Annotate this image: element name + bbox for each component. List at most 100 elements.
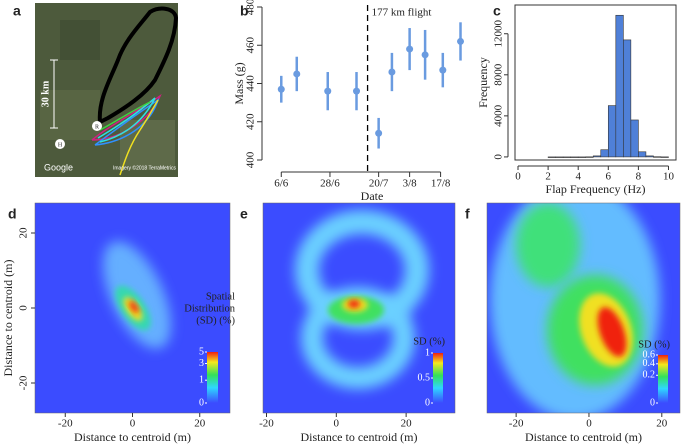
x-tick-label: 20 — [401, 418, 413, 430]
panel-letter: a — [13, 3, 21, 19]
scale-label: 30 km — [40, 80, 51, 107]
colorbar-title: SD (%) — [638, 339, 670, 350]
x-tick-label: 0 — [334, 418, 340, 430]
colorbar-tick-label: 5 — [199, 346, 204, 357]
marker-label: H — [58, 142, 63, 148]
x-tick-label: -20 — [509, 418, 524, 430]
x-axis-label: Date — [361, 189, 384, 203]
colorbar-tick-label: 1 — [425, 347, 430, 358]
bar — [615, 14, 624, 158]
x-tick-label: 0 — [130, 418, 136, 430]
x-tick-label: -20 — [58, 418, 73, 430]
x-tick-label: 0 — [586, 418, 592, 430]
bar — [547, 156, 556, 158]
y-axis-label: Mass (g) — [232, 62, 246, 104]
colorbar-tick-label: 3 — [199, 358, 204, 369]
y-axis-label: Frequency — [476, 57, 490, 108]
colorbar-tick-label: 0 — [650, 397, 655, 408]
y-tick-label: 400 — [245, 151, 257, 168]
bar — [585, 156, 594, 158]
x-tick-label: 20 — [656, 418, 668, 430]
colorbar-title: Spatial — [206, 291, 235, 302]
x-axis-label: Distance to centroid (m) — [301, 430, 418, 444]
bar — [623, 39, 632, 158]
colorbar-tick-label: 0.4 — [643, 358, 656, 369]
x-tick-label: 8 — [636, 171, 642, 183]
y-tick-label: 0 — [493, 154, 505, 160]
x-tick-label: 6/6 — [274, 178, 289, 190]
x-tick-label: 17/8 — [431, 178, 451, 190]
y-tick-label: 4000 — [493, 104, 505, 127]
y-tick-label: 12000 — [493, 19, 505, 47]
bar — [555, 156, 564, 158]
heatmap-image — [487, 203, 680, 413]
point — [439, 66, 447, 74]
bar — [638, 151, 647, 158]
marker-label: R — [95, 124, 99, 130]
colorbar — [658, 355, 668, 403]
map-credit: Google — [44, 162, 73, 172]
y-tick-label: 420 — [245, 113, 257, 130]
point — [375, 129, 383, 137]
x-tick-label: 20 — [194, 418, 206, 430]
point — [406, 45, 414, 53]
plot-frame — [514, 4, 677, 161]
y-tick-label: 8000 — [493, 63, 505, 86]
bar — [660, 156, 669, 158]
point — [277, 85, 285, 93]
bar — [607, 105, 617, 158]
colorbar — [433, 353, 443, 403]
x-tick-label: 6 — [606, 171, 612, 183]
colorbar-tick-label: 0.6 — [643, 349, 656, 360]
colorbar-tick-label: 0.5 — [418, 372, 431, 383]
point — [421, 51, 429, 59]
bar — [645, 155, 654, 158]
map-imagery: Imagery ©2018 TerraMetrics — [113, 164, 177, 171]
bar — [592, 155, 602, 158]
plot-frame — [262, 202, 456, 414]
point — [388, 68, 396, 76]
colorbar-tick-label: 0.2 — [643, 370, 656, 381]
x-tick-label: 4 — [575, 171, 581, 183]
bar — [562, 156, 571, 158]
y-tick-label: 480 — [245, 0, 257, 15]
x-tick-label: -20 — [259, 418, 274, 430]
colorbar-title: SD (%) — [413, 336, 445, 347]
map — [35, 3, 178, 177]
y-tick-label: 440 — [245, 75, 257, 92]
plot-frame — [486, 202, 681, 414]
x-axis-label: Distance to centroid (m) — [525, 430, 642, 444]
point — [324, 87, 332, 95]
y-tick-label: 0 — [18, 305, 30, 311]
x-tick-label: 10 — [663, 171, 675, 183]
x-axis-label: Flap Frequency (Hz) — [546, 182, 646, 196]
point — [457, 37, 465, 45]
y-tick-label: 20 — [18, 227, 30, 239]
colorbar-title: (SD) (%) — [196, 315, 235, 326]
panel-letter: b — [240, 3, 249, 19]
y-tick-label: 460 — [245, 37, 257, 54]
panel-letter: f — [465, 206, 470, 222]
x-axis-label: Distance to centroid (m) — [74, 430, 191, 444]
x-tick-label: 0 — [515, 171, 521, 183]
heatmap-image — [35, 203, 230, 413]
x-tick-label: 20/7 — [369, 178, 389, 190]
point — [353, 87, 361, 95]
x-tick-label: 28/6 — [320, 178, 340, 190]
point — [293, 70, 301, 78]
x-tick-label: 2 — [545, 171, 551, 183]
y-tick-label: -20 — [18, 375, 30, 390]
colorbar — [207, 352, 218, 403]
colorbar-title: Distribution — [184, 303, 236, 314]
panel-letter: e — [240, 206, 248, 222]
bar — [570, 156, 579, 158]
bar — [653, 156, 662, 158]
panel-letter: d — [8, 206, 17, 222]
colorbar-tick-label: 1 — [199, 374, 204, 385]
colorbar-tick-label: 0 — [199, 397, 204, 408]
bar — [630, 119, 639, 158]
annotation-text: 177 km flight — [372, 7, 432, 19]
x-tick-label: 3/8 — [403, 178, 418, 190]
